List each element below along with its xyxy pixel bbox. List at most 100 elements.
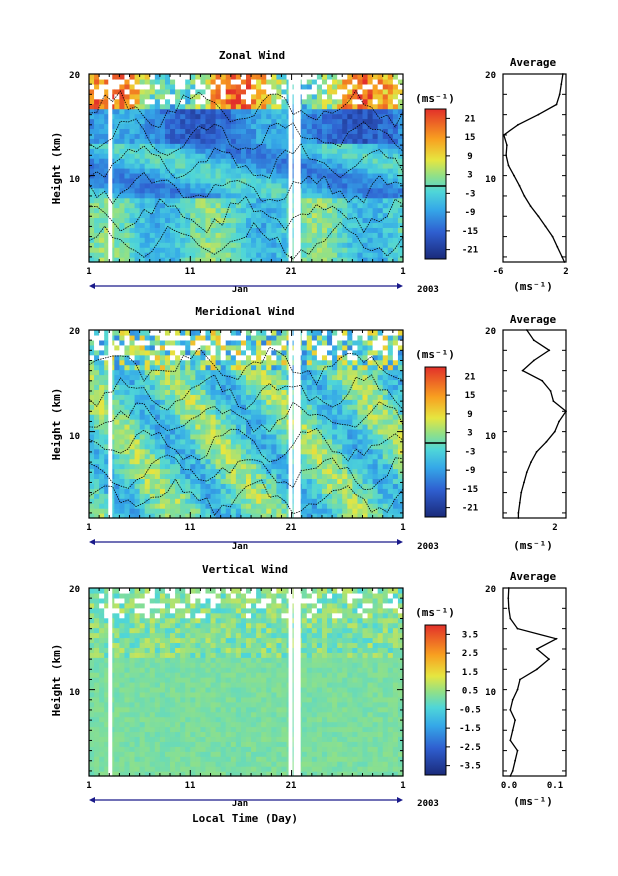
heatmap-cell (337, 428, 343, 435)
heatmap-cell (114, 488, 120, 494)
heatmap-cell (266, 354, 272, 361)
heatmap-cell (276, 163, 283, 169)
heatmap-cell (139, 379, 146, 386)
heatmap-cell (397, 143, 404, 149)
heatmap-cell (124, 128, 131, 134)
heatmap-cell (392, 428, 399, 435)
heatmap-cell (175, 168, 181, 174)
heatmap-cell (327, 207, 333, 214)
heatmap-cell (337, 448, 343, 455)
heatmap-cell (195, 463, 202, 470)
heatmap-cell (347, 168, 353, 174)
heatmap-cell (195, 458, 202, 465)
heatmap-cell (89, 197, 95, 204)
heatmap-cell (180, 222, 186, 228)
heatmap-cell (104, 153, 110, 159)
heatmap-cell (311, 364, 318, 371)
heatmap-cell (104, 364, 110, 371)
heatmap-cell (119, 118, 126, 125)
heatmap-cell (220, 458, 227, 465)
heatmap-cell (316, 143, 323, 149)
heatmap-cell (99, 197, 105, 204)
heatmap-cell (210, 374, 217, 381)
heatmap-cell (119, 478, 126, 484)
heatmap-cell (215, 339, 222, 346)
heatmap-cell (281, 192, 288, 199)
heatmap-cell (170, 354, 176, 361)
heatmap-cell (99, 448, 105, 455)
heatmap-cell (342, 384, 348, 390)
heatmap-cell (357, 123, 364, 130)
heatmap-cell (144, 217, 151, 224)
heatmap-cell (215, 359, 222, 366)
heatmap-cell (251, 503, 257, 509)
heatmap-cell (251, 330, 257, 336)
heatmap-cell (321, 399, 328, 405)
heatmap-cell (362, 394, 369, 400)
heatmap-cell (139, 212, 146, 219)
heatmap-cell (159, 404, 166, 410)
heatmap-cell (104, 394, 110, 400)
heatmap-cell (332, 172, 338, 179)
heatmap-cell (139, 359, 146, 366)
heatmap-cell (180, 158, 186, 164)
heatmap-cell (89, 632, 95, 639)
heatmap-cell (387, 88, 394, 95)
heatmap-cell (230, 168, 237, 174)
heatmap-cell (129, 458, 136, 465)
heatmap-meridional (88, 330, 404, 519)
heatmap-cell (225, 252, 232, 258)
heatmap-cell (256, 453, 262, 460)
heatmap-cell (301, 192, 308, 199)
heatmap-cell (311, 369, 318, 376)
heatmap-cell (327, 513, 333, 519)
heatmap-cell (225, 83, 232, 90)
heatmap-cell (144, 394, 151, 400)
heatmap-cell (94, 217, 100, 224)
heatmap-cell (144, 207, 151, 214)
heatmap-cell (397, 433, 404, 440)
heatmap-cell (372, 394, 379, 400)
heatmap-cell (129, 257, 136, 263)
heatmap-cell (301, 158, 308, 164)
heatmap-cell (94, 478, 100, 484)
heatmap-cell (99, 247, 105, 253)
heatmap-cell (104, 168, 110, 174)
heatmap-cell (311, 83, 318, 90)
heatmap-cell (397, 74, 404, 80)
heatmap-cell (301, 379, 308, 386)
heatmap-cell (352, 374, 359, 381)
heatmap-cell (195, 344, 202, 351)
heatmap-cell (114, 463, 120, 470)
heatmap-cell (195, 148, 202, 154)
heatmap-cell (170, 103, 176, 110)
heatmap-cell (271, 339, 277, 346)
heatmap-cell (261, 488, 267, 494)
heatmap-cell (225, 379, 232, 386)
heatmap-cell (220, 513, 227, 519)
heatmap-cell (281, 414, 288, 420)
heatmap-cell (104, 207, 110, 214)
heatmap-cell (190, 443, 196, 450)
heatmap-cell (119, 158, 126, 164)
heatmap-cell (352, 257, 359, 263)
heatmap-cell (134, 508, 141, 514)
heatmap-cell (342, 93, 348, 100)
heatmap-cell (104, 237, 110, 243)
heatmap-cell (382, 394, 389, 400)
heatmap-cell (316, 118, 323, 125)
heatmap-cell (342, 330, 348, 336)
heatmap-cell (261, 448, 267, 455)
heatmap-cell (164, 424, 171, 430)
heatmap-cell (139, 103, 146, 110)
heatmap-cell (210, 93, 217, 100)
data-gap (296, 74, 301, 262)
heatmap-cell (316, 498, 323, 504)
heatmap-cell (235, 98, 242, 105)
heatmap-cell (149, 399, 156, 405)
heatmap-cell (235, 354, 242, 361)
heatmap-cell (89, 123, 95, 130)
heatmap-cell (246, 330, 252, 336)
heatmap-cell (311, 339, 318, 346)
heatmap-cell (94, 394, 100, 400)
